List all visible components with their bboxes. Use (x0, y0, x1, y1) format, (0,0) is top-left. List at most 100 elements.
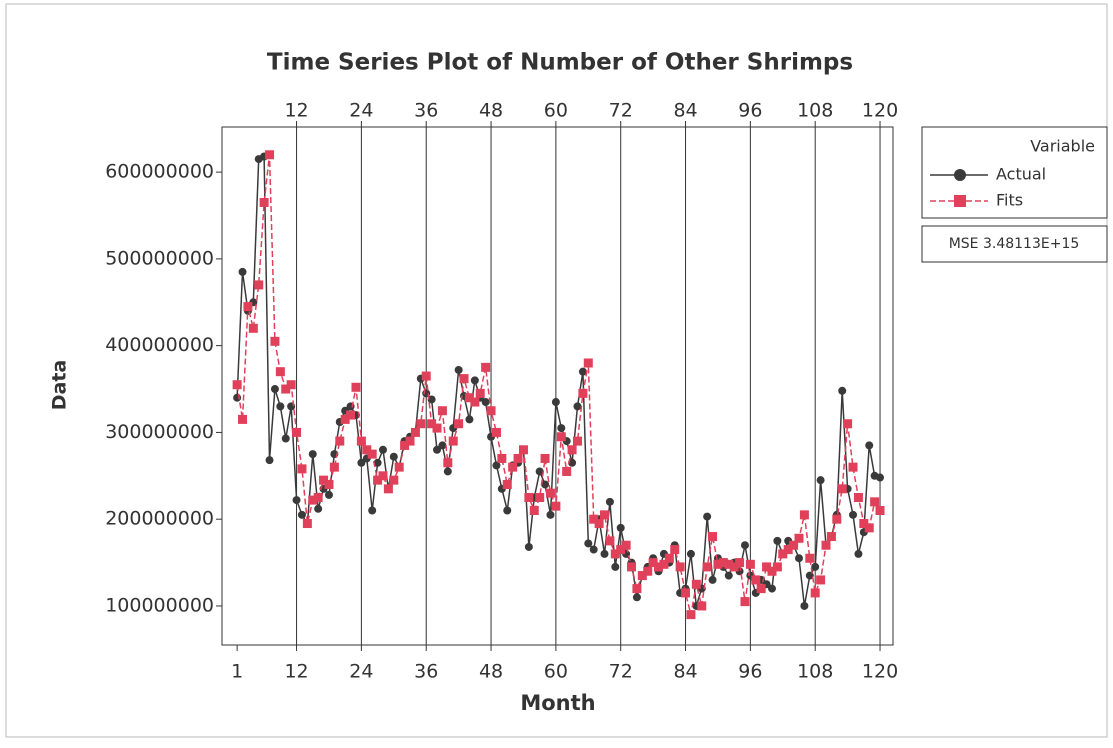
data-point (448, 436, 458, 446)
data-point (524, 492, 534, 502)
data-point (767, 584, 776, 593)
data-point (794, 554, 803, 563)
top-tick-label: 120 (862, 100, 898, 122)
data-point (772, 562, 782, 572)
data-point (529, 506, 539, 516)
data-point (373, 458, 382, 467)
data-point (583, 358, 593, 368)
data-point (394, 462, 404, 472)
data-point (314, 504, 323, 513)
data-point (443, 467, 452, 476)
data-point (438, 441, 447, 450)
data-point (502, 479, 512, 489)
data-point (616, 523, 625, 532)
y-tick-label: 600000000 (105, 161, 214, 183)
data-point (233, 393, 242, 402)
data-point (654, 562, 664, 572)
data-point (876, 473, 885, 482)
data-point (481, 362, 491, 372)
data-point (637, 571, 647, 581)
data-point (319, 475, 329, 485)
data-point (600, 549, 609, 558)
data-point (535, 492, 545, 502)
data-point (464, 393, 474, 403)
data-point (724, 571, 733, 580)
data-point (756, 584, 766, 594)
series-line (236, 154, 881, 615)
data-point (346, 410, 356, 420)
data-point (308, 450, 317, 459)
data-point (329, 462, 339, 472)
data-point (729, 562, 739, 572)
data-point (589, 545, 598, 554)
x-tick-label: 36 (414, 661, 438, 683)
data-point (838, 386, 847, 395)
data-point (383, 484, 393, 494)
data-point (481, 398, 490, 407)
data-point (681, 588, 691, 598)
data-point (243, 302, 253, 312)
data-point (870, 497, 880, 507)
data-point (297, 464, 307, 474)
data-point (832, 514, 842, 524)
legend-label: Actual (996, 165, 1046, 184)
data-point (540, 453, 550, 463)
legend-marker (954, 169, 966, 181)
data-point (557, 424, 566, 433)
data-point (632, 593, 641, 602)
top-tick-label: 108 (797, 100, 833, 122)
data-point (783, 545, 793, 555)
data-point (292, 427, 302, 437)
data-point (238, 267, 247, 276)
data-point (643, 566, 653, 576)
data-point (545, 488, 555, 498)
data-point (368, 506, 377, 515)
data-point (492, 461, 501, 470)
data-point (578, 388, 588, 398)
data-point (724, 559, 734, 569)
data-point (810, 588, 820, 598)
data-point (751, 575, 761, 585)
data-point (308, 495, 318, 505)
data-point (427, 419, 437, 429)
data-point (297, 510, 306, 519)
y-tick-label: 300000000 (105, 421, 214, 443)
data-point (800, 601, 809, 610)
data-point (270, 336, 280, 346)
data-point (503, 506, 512, 515)
data-point (767, 566, 777, 576)
data-point (518, 445, 528, 455)
data-point (275, 367, 285, 377)
x-tick-label: 108 (797, 661, 833, 683)
data-point (351, 382, 361, 392)
legend-label: Fits (996, 191, 1023, 210)
data-point (837, 484, 847, 494)
data-point (416, 419, 426, 429)
data-point (567, 445, 577, 455)
data-point (324, 479, 334, 489)
x-tick-label: 1 (231, 661, 243, 683)
top-tick-label: 84 (673, 100, 697, 122)
data-point (686, 610, 696, 620)
data-point (421, 371, 431, 381)
data-point (848, 462, 858, 472)
data-point (816, 476, 825, 485)
data-point (254, 280, 264, 290)
data-point (551, 398, 560, 407)
data-point (627, 562, 637, 572)
data-point (302, 519, 312, 529)
data-point (508, 462, 518, 472)
data-point (389, 475, 399, 485)
data-point (594, 519, 604, 529)
data-point (556, 432, 566, 442)
top-tick-label: 60 (544, 100, 568, 122)
data-point (773, 536, 782, 545)
data-point (427, 395, 436, 404)
data-point (572, 436, 582, 446)
data-point (697, 601, 707, 611)
chart-title: Time Series Plot of Number of Other Shri… (267, 50, 853, 76)
data-point (281, 384, 291, 394)
legend-title: Variable (1030, 137, 1095, 156)
data-point (708, 575, 717, 584)
data-point (578, 367, 587, 376)
